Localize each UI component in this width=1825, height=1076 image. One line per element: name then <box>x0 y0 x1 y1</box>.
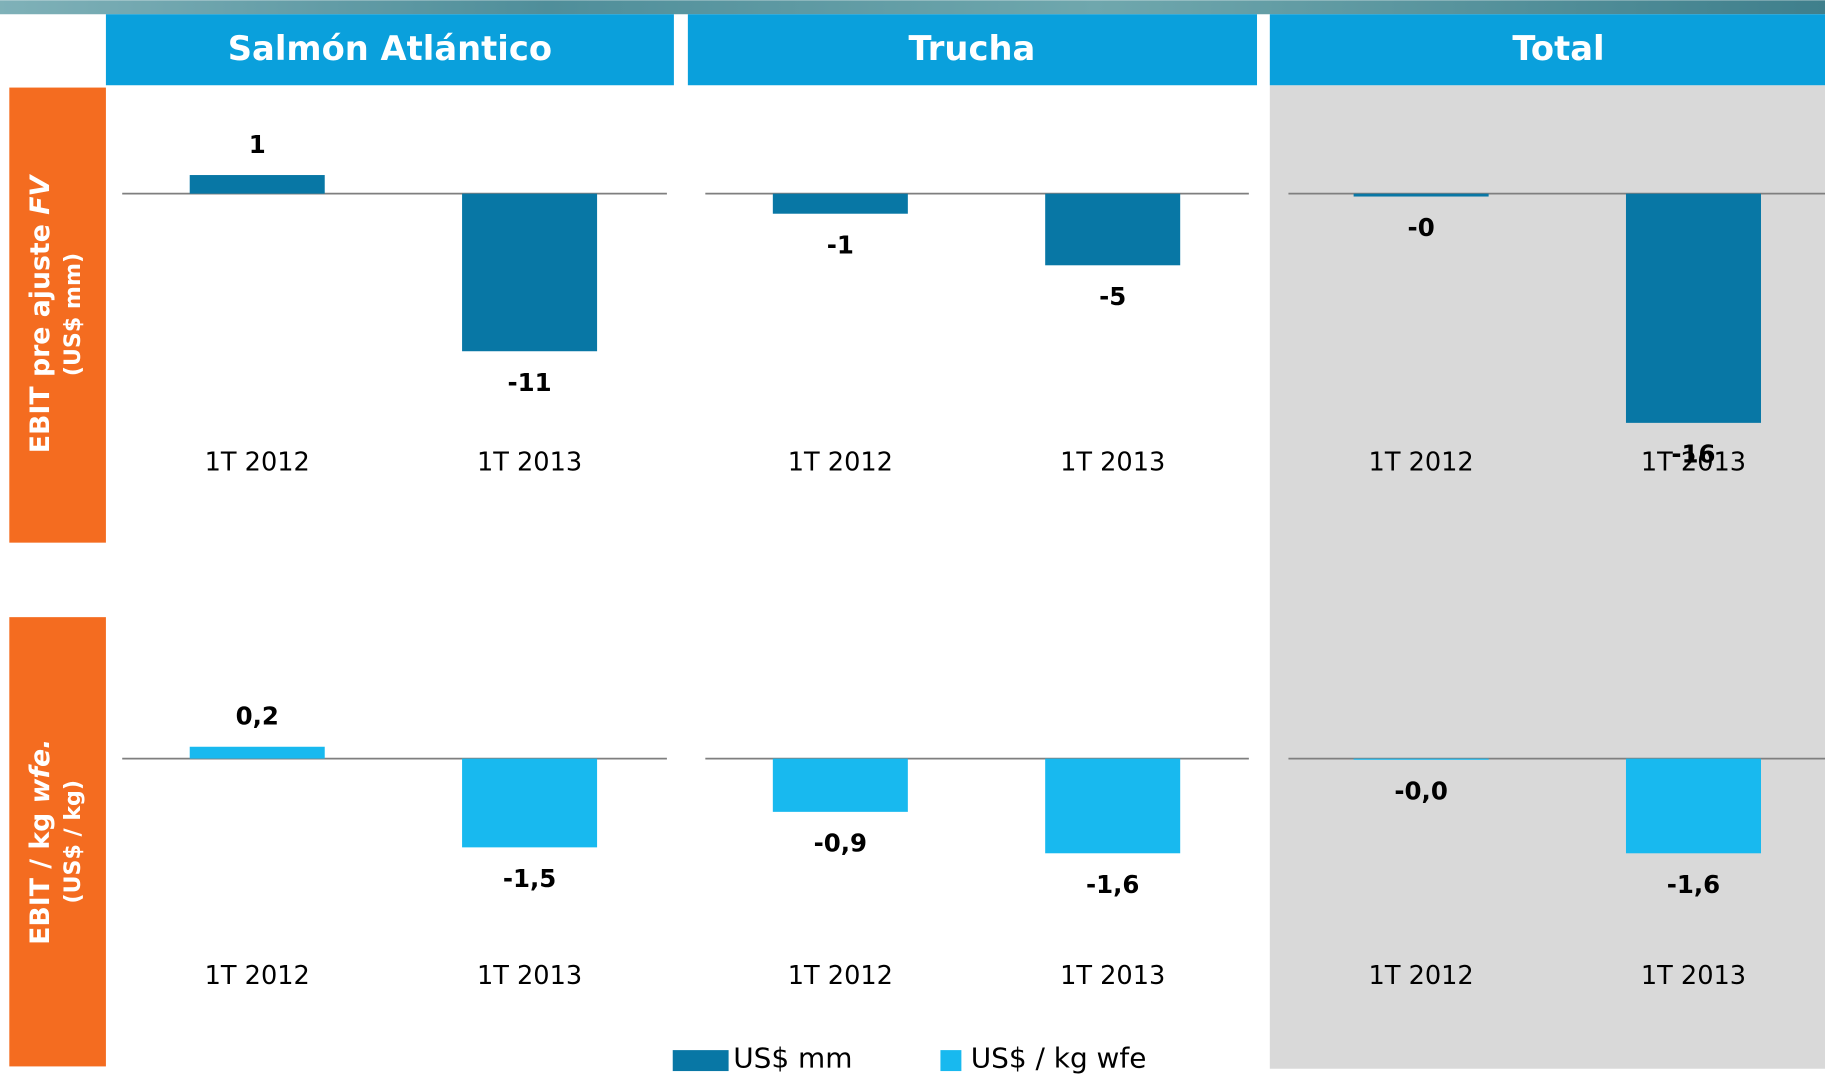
value-label: -5 <box>1099 282 1126 311</box>
column-title: Total <box>1512 29 1604 68</box>
category-label: 1T 2012 <box>788 448 893 478</box>
row-label: EBIT pre ajuste FV (US$ mm) <box>24 174 86 454</box>
column-title: Trucha <box>908 29 1035 68</box>
value-label: -16 <box>1671 439 1715 468</box>
category-label: 1T 2013 <box>1641 448 1746 478</box>
category-label: 1T 2013 <box>477 448 582 478</box>
row-title: EBIT pre ajuste FV <box>24 174 55 454</box>
category-label: 1T 2012 <box>788 961 893 991</box>
value-label: -1,6 <box>1667 870 1720 899</box>
value-label: -0 <box>1408 213 1435 242</box>
column-header <box>105 14 674 86</box>
column-header <box>1269 14 1825 86</box>
row-unit: (US$ mm) <box>60 253 86 376</box>
banner-image <box>0 0 1825 15</box>
row-title-text: EBIT pre ajuste <box>24 224 55 453</box>
category-label: 1T 2012 <box>1369 448 1474 478</box>
bar <box>772 758 908 812</box>
category-label: 1T 2013 <box>1060 448 1165 478</box>
row-title-text: EBIT / kg <box>24 813 55 945</box>
legend-label: US$ / kg wfe <box>971 1041 1147 1074</box>
value-label: 0,2 <box>236 702 279 731</box>
row-label-box <box>9 87 106 543</box>
bar <box>1045 758 1181 854</box>
bar <box>189 746 325 759</box>
row-title-emphasis: FV <box>24 174 55 215</box>
bar <box>1045 193 1181 266</box>
bar <box>189 175 325 194</box>
row-label-box <box>9 617 106 1067</box>
row-unit: (US$ / kg) <box>60 780 86 903</box>
category-label: 1T 2013 <box>1060 961 1165 991</box>
category-label: 1T 2012 <box>205 961 310 991</box>
bar <box>1353 758 1489 760</box>
category-label: 1T 2013 <box>477 961 582 991</box>
value-label: -1 <box>827 230 854 259</box>
bar <box>1625 193 1761 423</box>
category-label: 1T 2012 <box>205 448 310 478</box>
bar <box>772 193 908 214</box>
bar <box>1625 758 1761 854</box>
value-label: -0,0 <box>1394 776 1447 805</box>
legend-swatch <box>940 1050 962 1072</box>
value-label: 1 <box>249 130 266 159</box>
row-label: EBIT / kg wfe. (US$ / kg) <box>24 739 86 945</box>
bar <box>1353 193 1489 197</box>
legend-swatch <box>672 1050 729 1072</box>
column-title: Salmón Atlántico <box>228 29 552 68</box>
row-title: EBIT / kg wfe. <box>24 739 55 945</box>
row-title-emphasis: wfe. <box>24 739 55 804</box>
bar <box>462 758 598 848</box>
bar <box>462 193 598 352</box>
value-label: -11 <box>507 368 551 397</box>
legend-label: US$ mm <box>733 1041 852 1074</box>
category-label: 1T 2013 <box>1641 961 1746 991</box>
category-label: 1T 2012 <box>1369 961 1474 991</box>
column-header <box>687 14 1258 86</box>
value-label: -1,5 <box>503 864 556 893</box>
value-label: -0,9 <box>814 828 867 857</box>
value-label: -1,6 <box>1086 870 1139 899</box>
